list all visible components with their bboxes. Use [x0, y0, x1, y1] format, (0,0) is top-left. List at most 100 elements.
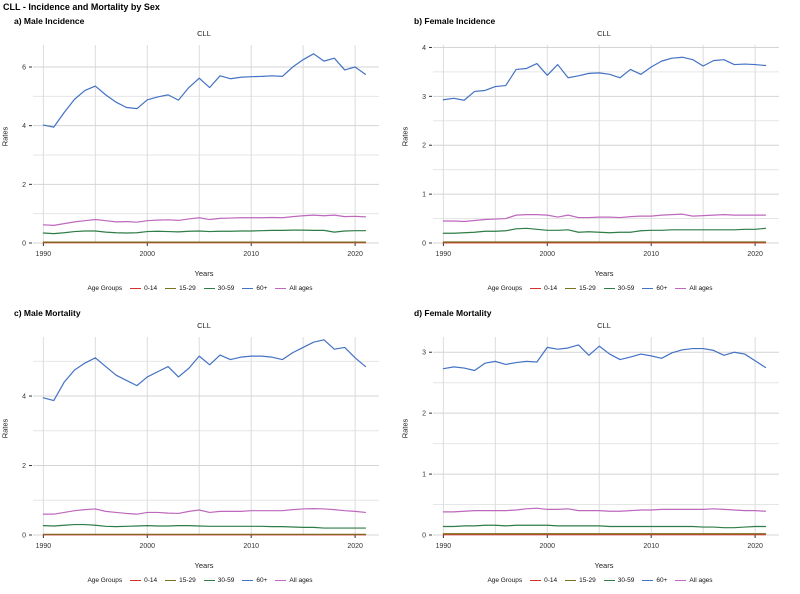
- legend-line-swatch: [603, 580, 615, 581]
- svg-text:2020: 2020: [347, 251, 363, 258]
- svg-text:3: 3: [422, 94, 426, 101]
- panel-label: c) Male Mortality: [14, 308, 81, 318]
- legend-line-swatch: [130, 580, 142, 581]
- svg-text:2010: 2010: [643, 251, 659, 258]
- panel-label: a) Male Incidence: [14, 16, 85, 26]
- legend-line-swatch: [242, 288, 254, 289]
- legend-item-label: 15-29: [179, 285, 196, 292]
- chart-legend: Age Groups 0-14 15-29 30-59 60+ All ages: [400, 285, 800, 292]
- panel-label: b) Female Incidence: [414, 16, 496, 26]
- chart-title: CLL: [197, 321, 211, 330]
- chart-title: CLL: [197, 29, 211, 38]
- chart-title: CLL: [597, 321, 611, 330]
- legend-line-swatch: [203, 288, 215, 289]
- legend-item: 30-59: [603, 285, 635, 292]
- legend-item: 30-59: [203, 285, 235, 292]
- legend-item: All ages: [275, 285, 313, 292]
- svg-text:2000: 2000: [540, 543, 556, 550]
- legend-line-swatch: [165, 580, 177, 581]
- legend-item: 60+: [242, 577, 267, 584]
- panel-female-mortality: d) Female Mortality CLL Rates 0 1 2 3 1990 20…: [400, 306, 800, 590]
- legend-item-label: 60+: [656, 577, 668, 584]
- legend-item: 15-29: [565, 285, 596, 292]
- svg-text:2020: 2020: [347, 543, 363, 550]
- legend-item-label: 60+: [256, 577, 268, 584]
- legend-item-label: 30-59: [217, 285, 235, 292]
- panel-male-incidence: a) Male Incidence CLL Rates 0 2 4 6 1990 2000…: [0, 14, 400, 298]
- svg-text:2: 2: [22, 463, 26, 470]
- legend-item: All ages: [675, 285, 713, 292]
- legend-item-label: All ages: [689, 577, 713, 584]
- legend-item: 0-14: [130, 285, 157, 292]
- line-chart: 0 2 4 1990 2000 2010 2020: [22, 337, 379, 550]
- legend-item-label: 60+: [256, 285, 268, 292]
- legend-line-swatch: [165, 288, 177, 289]
- legend-line-swatch: [130, 288, 142, 289]
- legend-item-label: 30-59: [617, 577, 635, 584]
- legend-item-label: 0-14: [144, 577, 158, 584]
- svg-text:2010: 2010: [243, 251, 259, 258]
- svg-text:2000: 2000: [140, 251, 156, 258]
- legend-line-swatch: [242, 580, 254, 581]
- legend-line-swatch: [275, 288, 287, 289]
- legend-item-label: 60+: [656, 285, 668, 292]
- legend-line-swatch: [530, 580, 542, 581]
- line-chart: 0 1 2 3 4 1990 2000 2010 2020: [422, 45, 779, 258]
- svg-text:1990: 1990: [436, 543, 452, 550]
- chart-title: CLL: [597, 29, 611, 38]
- legend-line-swatch: [675, 288, 687, 289]
- legend-item-label: 0-14: [544, 577, 558, 584]
- legend-title: Age Groups: [487, 285, 523, 292]
- legend-item-label: 30-59: [617, 285, 635, 292]
- svg-text:0: 0: [422, 533, 426, 540]
- x-axis-label: Years: [194, 269, 214, 278]
- svg-text:0: 0: [22, 533, 26, 540]
- svg-text:2020: 2020: [747, 543, 763, 550]
- line-chart: 0 1 2 3 1990 2000 2010 2020: [422, 337, 779, 550]
- x-axis-label: Years: [194, 561, 214, 570]
- svg-text:0: 0: [22, 241, 26, 248]
- x-axis-label: Years: [594, 561, 614, 570]
- legend-item: 15-29: [565, 577, 596, 584]
- chart-legend: Age Groups 0-14 15-29 30-59 60+ All ages: [400, 577, 800, 584]
- legend-title: Age Groups: [87, 285, 123, 292]
- figure-title: CLL - Incidence and Mortality by Sex: [3, 2, 160, 12]
- legend-item: 30-59: [603, 577, 635, 584]
- panel-male-mortality: c) Male Mortality CLL Rates 0 2 4 1990 2000 2…: [0, 306, 400, 590]
- legend-item: 30-59: [203, 577, 234, 584]
- legend-item: 0-14: [530, 285, 557, 292]
- svg-text:1: 1: [422, 472, 426, 479]
- svg-text:1: 1: [422, 192, 426, 199]
- legend-item-label: 15-29: [579, 577, 596, 584]
- svg-text:2: 2: [22, 182, 26, 189]
- legend-line-swatch: [530, 288, 542, 289]
- legend-item-label: All ages: [689, 285, 713, 292]
- legend-line-swatch: [603, 288, 615, 289]
- panel-female-incidence: b) Female Incidence CLL Rates 0 1 2 3 4 1990 2…: [400, 14, 800, 298]
- legend-item-label: All ages: [289, 285, 313, 292]
- legend-item: 15-29: [165, 285, 196, 292]
- legend-item-label: 15-29: [179, 577, 196, 584]
- svg-text:4: 4: [22, 123, 26, 130]
- legend-item: All ages: [275, 577, 313, 584]
- svg-text:2: 2: [422, 411, 426, 418]
- legend-item-label: 0-14: [544, 285, 558, 292]
- chart-legend: Age Groups 0-14 15-29 30-59 60+ All ages: [0, 577, 400, 584]
- legend-item-label: 0-14: [144, 285, 158, 292]
- svg-text:2010: 2010: [643, 543, 659, 550]
- legend-item-label: All ages: [289, 577, 313, 584]
- legend-item: 15-29: [165, 577, 196, 584]
- svg-text:2000: 2000: [540, 251, 556, 258]
- svg-text:2020: 2020: [747, 251, 763, 258]
- svg-text:4: 4: [422, 45, 426, 52]
- legend-item: 0-14: [530, 577, 557, 584]
- legend-item: 0-14: [130, 577, 157, 584]
- legend-item: 60+: [642, 577, 667, 584]
- legend-line-swatch: [642, 580, 654, 581]
- chart-legend: Age Groups 0-14 15-29 30-59 60+ All ages: [0, 285, 400, 292]
- svg-text:0: 0: [422, 241, 426, 248]
- svg-text:3: 3: [422, 350, 426, 357]
- svg-text:1990: 1990: [36, 251, 52, 258]
- legend-line-swatch: [642, 288, 654, 289]
